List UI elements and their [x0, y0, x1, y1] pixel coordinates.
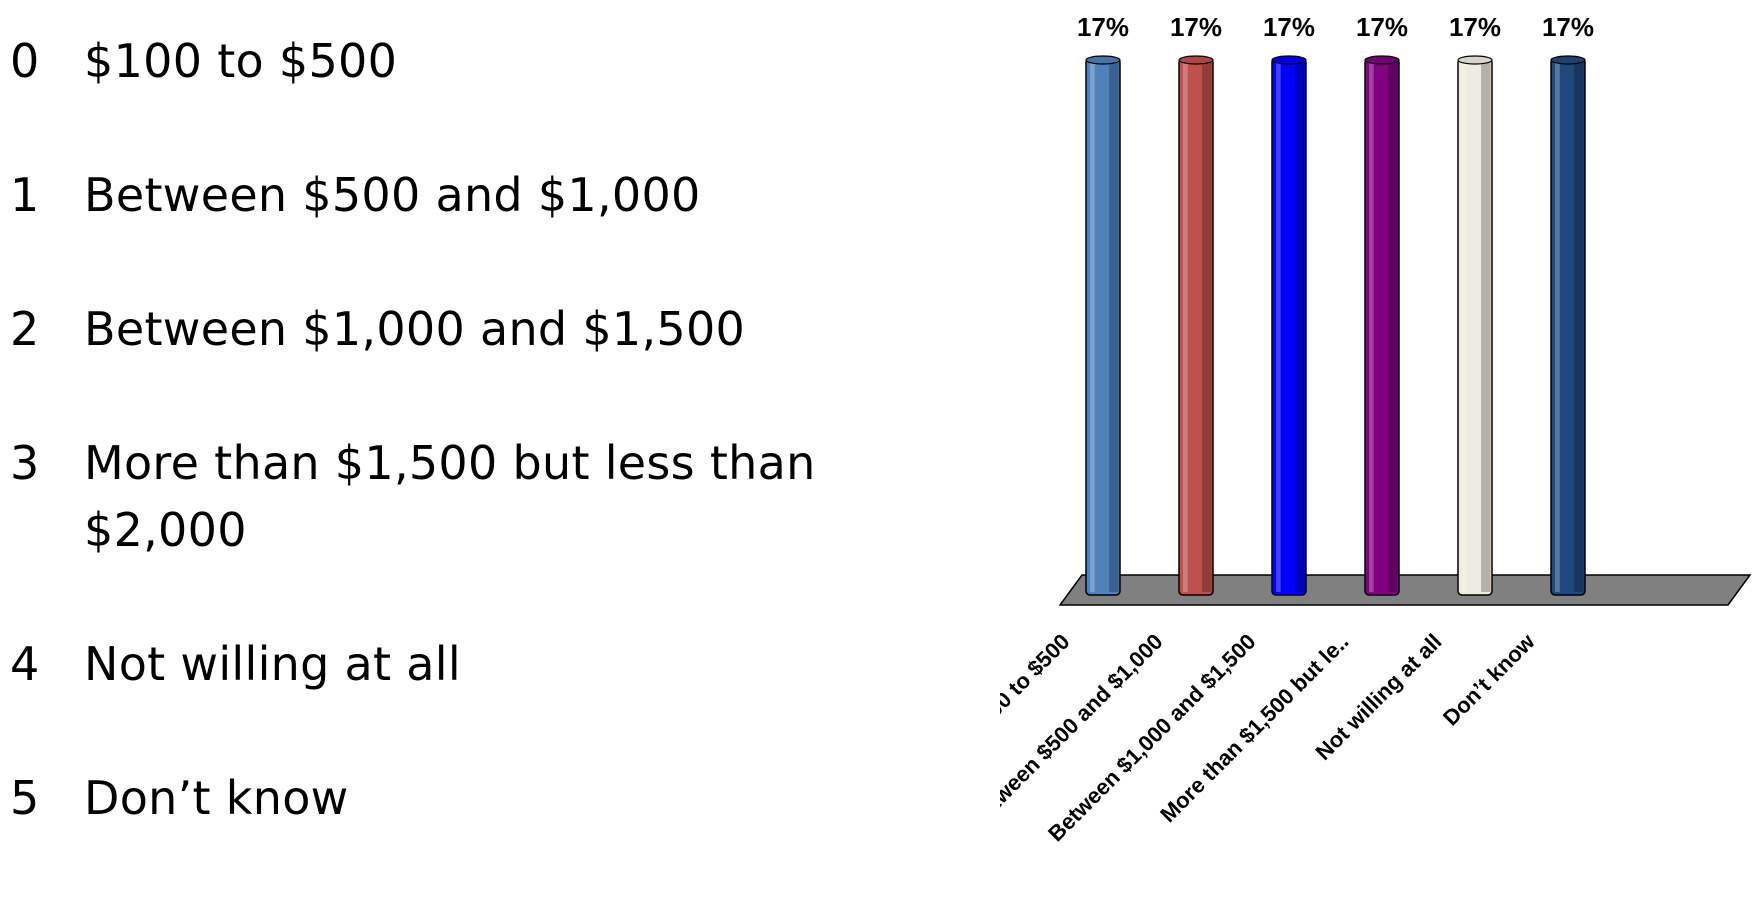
bar-highlight	[1555, 61, 1560, 592]
answer-option[interactable]: 0 $100 to $500	[10, 28, 890, 95]
bar-side-shade	[1202, 61, 1212, 592]
bar	[1364, 55, 1400, 596]
option-text: Between $500 and $1,000	[84, 168, 701, 222]
bar	[1271, 55, 1307, 596]
bars-layer	[1085, 55, 1586, 596]
category-tick-label: More than $1,500 but le..	[1155, 629, 1353, 827]
option-number: 0	[10, 34, 40, 88]
bar-value-label: 17%	[1449, 12, 1501, 42]
bar	[1550, 55, 1586, 596]
bar	[1178, 55, 1214, 596]
bar-highlight	[1462, 61, 1467, 592]
answer-option[interactable]: 2 Between $1,000 and $1,500	[10, 296, 890, 363]
bar-cap	[1364, 55, 1400, 65]
chart-floor	[1058, 574, 1752, 606]
option-text: More than $1,500 but less than $2,000	[84, 436, 816, 557]
option-number: 2	[10, 302, 40, 356]
bar-highlight	[1276, 61, 1281, 592]
bar-side-shade	[1481, 61, 1491, 592]
bar-cap	[1085, 55, 1121, 65]
bar-side-shade	[1574, 61, 1584, 592]
option-number: 1	[10, 168, 40, 222]
option-text: Don’t know	[84, 771, 349, 825]
bar-cap	[1457, 55, 1493, 65]
bar-side-shade	[1388, 61, 1398, 592]
answer-option[interactable]: 3 More than $1,500 but less than $2,000	[10, 430, 890, 564]
option-number: 5	[10, 771, 40, 825]
bar-cap	[1178, 55, 1214, 65]
option-text: Not willing at all	[84, 637, 461, 691]
bar	[1085, 55, 1121, 596]
bar-side-shade	[1295, 61, 1305, 592]
bar	[1457, 55, 1493, 596]
bar-highlight	[1369, 61, 1374, 592]
bar-value-label: 17%	[1263, 12, 1315, 42]
answer-option[interactable]: 4 Not willing at all	[10, 631, 890, 698]
bar-cap	[1271, 55, 1307, 65]
bar-value-label: 17%	[1356, 12, 1408, 42]
bar-cap	[1550, 55, 1586, 65]
bar-chart: 17% 17% 17% 17% 17% 17% $100 to $500 Between $…	[1000, 0, 1756, 913]
bar-highlight	[1183, 61, 1188, 592]
option-number: 3	[10, 436, 40, 490]
bar-side-shade	[1109, 61, 1119, 592]
answer-options-list: 0 $100 to $500 1 Between $500 and $1,000…	[10, 28, 890, 832]
bar-highlight	[1090, 61, 1095, 592]
category-tick-label: Don’t know	[1438, 628, 1540, 730]
bar-value-label: 17%	[1170, 12, 1222, 42]
bar-value-label: 17%	[1077, 12, 1129, 42]
option-number: 4	[10, 637, 40, 691]
answer-option[interactable]: 1 Between $500 and $1,000	[10, 162, 890, 229]
answer-option[interactable]: 5 Don’t know	[10, 765, 890, 832]
bar-value-label: 17%	[1542, 12, 1594, 42]
option-text: Between $1,000 and $1,500	[84, 302, 746, 356]
data-labels-layer: 17% 17% 17% 17% 17% 17%	[1077, 12, 1594, 42]
option-text: $100 to $500	[84, 34, 398, 88]
